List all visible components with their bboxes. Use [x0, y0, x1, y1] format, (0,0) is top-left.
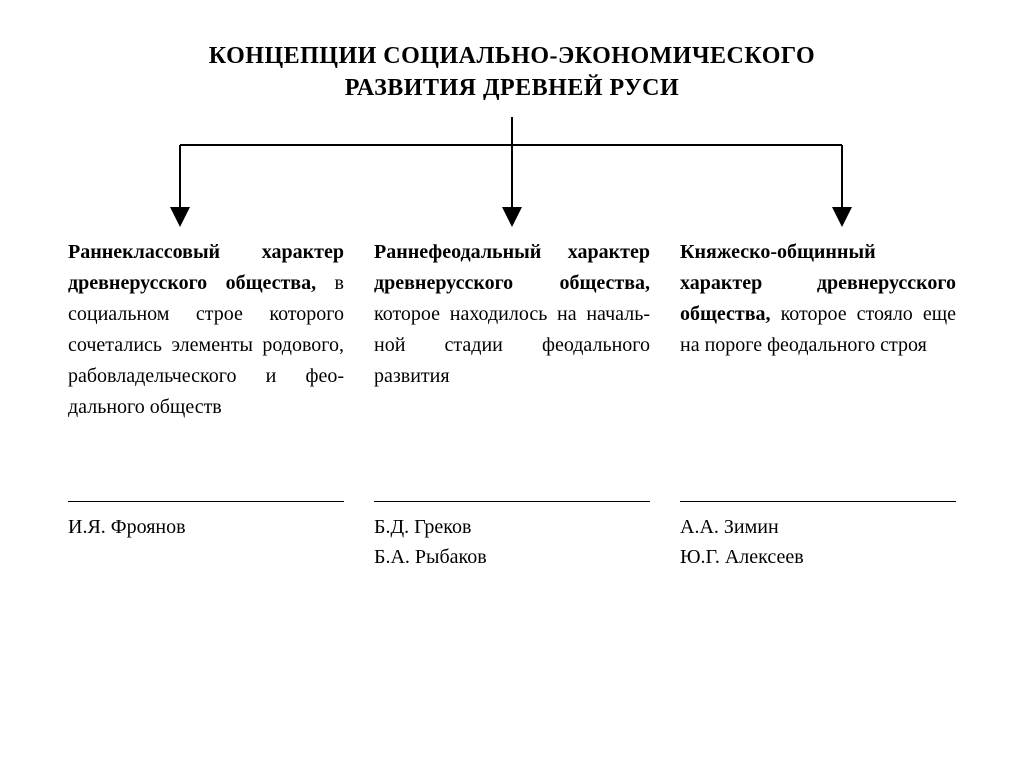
- concept-columns: Раннеклассовый ха­рактер древнерусского …: [60, 237, 964, 572]
- concept-bold-2: Раннефеодальный ха­рактер древнерусского…: [374, 241, 650, 294]
- divider-2: [374, 501, 650, 502]
- authors-1: И.Я. Фроянов: [68, 512, 344, 542]
- concept-column-3: Княжеско-общинный характер древнерус­ско…: [680, 237, 956, 572]
- author-2-1: Б.Д. Греков: [374, 512, 650, 542]
- concept-text-1: Раннеклассовый ха­рактер древнерусского …: [68, 237, 344, 487]
- diagram-title: КОНЦЕПЦИИ СОЦИАЛЬНО-ЭКОНОМИЧЕСКОГО РАЗВИ…: [60, 40, 964, 105]
- authors-2: Б.Д. Греков Б.А. Рыбаков: [374, 512, 650, 572]
- authors-3: А.А. Зимин Ю.Г. Алексеев: [680, 512, 956, 572]
- title-line-1: КОНЦЕПЦИИ СОЦИАЛЬНО-ЭКОНОМИЧЕСКОГО: [209, 43, 815, 69]
- author-2-2: Б.А. Рыбаков: [374, 542, 650, 572]
- concept-text-3: Княжеско-общинный характер древнерус­ско…: [680, 237, 956, 487]
- concept-column-2: Раннефеодальный ха­рактер древнерусского…: [374, 237, 650, 572]
- title-line-2: РАЗВИТИЯ ДРЕВНЕЙ РУСИ: [345, 75, 679, 101]
- divider-1: [68, 501, 344, 502]
- connector-arrows: [60, 117, 964, 237]
- author-3-1: А.А. Зимин: [680, 512, 956, 542]
- concept-bold-1: Раннеклассовый ха­рактер древнерусского …: [68, 241, 344, 294]
- author-3-2: Ю.Г. Алексеев: [680, 542, 956, 572]
- concept-text-2: Раннефеодальный ха­рактер древнерусского…: [374, 237, 650, 487]
- concept-rest-2: которое на­ходилось на началь­ной стадии…: [374, 303, 650, 387]
- author-1-1: И.Я. Фроянов: [68, 512, 344, 542]
- concept-column-1: Раннеклассовый ха­рактер древнерусского …: [68, 237, 344, 572]
- divider-3: [680, 501, 956, 502]
